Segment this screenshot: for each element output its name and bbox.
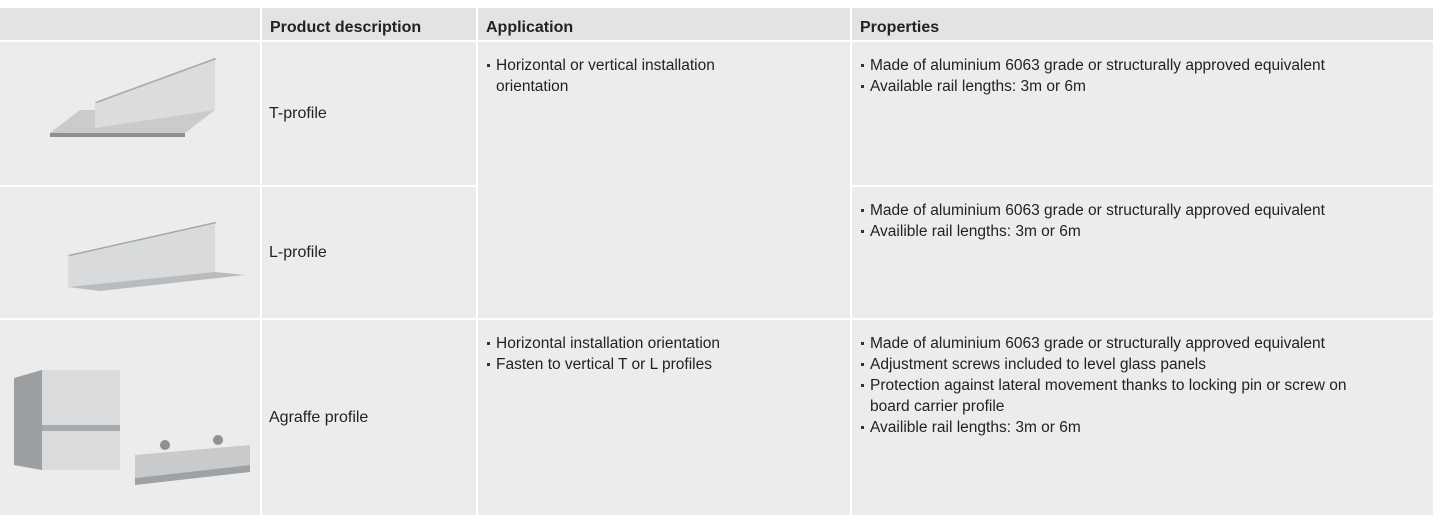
bullet-list: Horizontal or vertical installation orie… xyxy=(486,55,790,97)
bullet-item: Adjustment screws included to level glas… xyxy=(860,354,1363,375)
bullet-list: Horizontal installation orientation Faste… xyxy=(486,333,790,375)
bullet-list: Made of aluminium 6063 grade or structur… xyxy=(860,55,1363,97)
properties-cell: Made of aluminium 6063 grade or structur… xyxy=(852,187,1433,318)
product-name: T-profile xyxy=(262,42,476,185)
bullet-list: Made of aluminium 6063 grade or structur… xyxy=(860,333,1363,438)
header-cell: Properties xyxy=(852,8,1433,40)
bullet-item: Available rail lengths: 3m or 6m xyxy=(860,76,1363,97)
bullet-item: Horizontal or vertical installation orie… xyxy=(486,55,790,97)
bullet-list: Made of aluminium 6063 grade or structur… xyxy=(860,200,1363,242)
image-cell xyxy=(0,42,260,185)
image-cell xyxy=(0,187,260,318)
header-cell: Application xyxy=(478,8,850,40)
agraffe-profile-image xyxy=(14,370,250,485)
bullet-item: Made of aluminium 6063 grade or structur… xyxy=(860,55,1363,76)
header-empty xyxy=(0,8,260,40)
application-cell: Horizontal or vertical installation orie… xyxy=(478,42,850,318)
bullet-item: Availible rail lengths: 3m or 6m xyxy=(860,417,1363,438)
l-profile-image xyxy=(68,222,245,291)
product-name: Agraffe profile xyxy=(262,320,476,515)
product-name: L-profile xyxy=(262,187,476,318)
application-cell: Horizontal installation orientation Faste… xyxy=(478,320,850,515)
image-cell xyxy=(0,320,260,515)
bullet-item: Fasten to vertical T or L profiles xyxy=(486,354,790,375)
bullet-item: Horizontal installation orientation xyxy=(486,333,790,354)
bullet-item: Made of aluminium 6063 grade or structur… xyxy=(860,333,1363,354)
header-cell: Product description xyxy=(262,8,476,40)
t-profile-image xyxy=(50,58,217,137)
bullet-item: Availible rail lengths: 3m or 6m xyxy=(860,221,1363,242)
bullet-item: Made of aluminium 6063 grade or structur… xyxy=(860,200,1363,221)
bullet-item: Protection against lateral movement than… xyxy=(860,375,1363,417)
properties-cell: Made of aluminium 6063 grade or structur… xyxy=(852,320,1433,515)
properties-cell: Made of aluminium 6063 grade or structur… xyxy=(852,42,1433,185)
